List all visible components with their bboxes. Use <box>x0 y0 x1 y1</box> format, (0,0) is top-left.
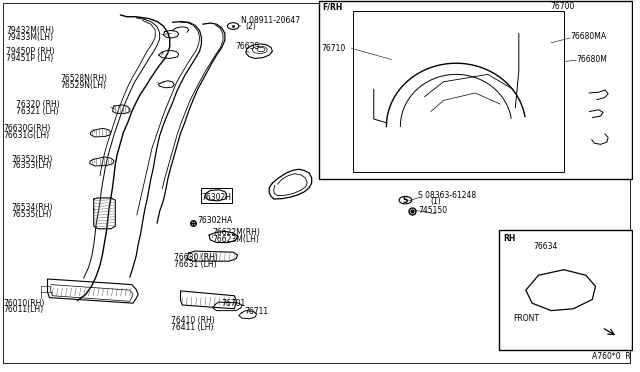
Bar <box>353 11 564 172</box>
Text: 76631G(LH): 76631G(LH) <box>3 131 49 140</box>
Bar <box>499 230 632 350</box>
Text: 76710: 76710 <box>322 44 346 53</box>
Text: A760*0  R: A760*0 R <box>592 352 631 361</box>
Text: 76302HA: 76302HA <box>198 216 233 225</box>
Text: 76528N(RH): 76528N(RH) <box>60 74 107 83</box>
Text: 76630 (RH): 76630 (RH) <box>174 253 218 262</box>
Text: (2): (2) <box>246 22 257 31</box>
Bar <box>319 1 632 179</box>
Text: 76534(RH): 76534(RH) <box>12 203 53 212</box>
Text: (1): (1) <box>431 197 442 206</box>
Text: 76711: 76711 <box>244 307 268 316</box>
Text: 79432M(RH): 79432M(RH) <box>6 26 54 35</box>
Text: 79451P (LH): 79451P (LH) <box>6 54 54 63</box>
Text: 76302H: 76302H <box>202 193 232 202</box>
Text: 79433M(LH): 79433M(LH) <box>6 33 53 42</box>
Text: 76010(RH): 76010(RH) <box>3 299 45 308</box>
Text: 76622M(RH): 76622M(RH) <box>212 228 260 237</box>
Text: 76701: 76701 <box>221 299 246 308</box>
Text: 76321 (LH): 76321 (LH) <box>16 107 58 116</box>
Text: 76320 (RH): 76320 (RH) <box>16 100 60 109</box>
Text: 76623M(LH): 76623M(LH) <box>212 235 259 244</box>
Text: 76634: 76634 <box>533 242 558 251</box>
Text: 76353(LH): 76353(LH) <box>12 161 52 170</box>
Text: F/RH: F/RH <box>322 2 342 11</box>
Text: 76529N(LH): 76529N(LH) <box>60 81 106 90</box>
Text: 745150: 745150 <box>418 206 447 215</box>
Text: 76535(LH): 76535(LH) <box>12 210 52 219</box>
Text: 76011(LH): 76011(LH) <box>3 305 44 314</box>
Text: 76635: 76635 <box>236 42 260 51</box>
Text: 79450P (RH): 79450P (RH) <box>6 47 55 56</box>
Text: 76352(RH): 76352(RH) <box>12 155 52 164</box>
Bar <box>202 188 232 203</box>
Text: 76680M: 76680M <box>577 55 607 64</box>
Text: 76631 (LH): 76631 (LH) <box>174 260 217 269</box>
Text: N 08911-20647: N 08911-20647 <box>241 16 300 25</box>
Text: S: S <box>403 196 408 205</box>
Text: S 08363-61248: S 08363-61248 <box>418 191 476 200</box>
Text: 76411 (LH): 76411 (LH) <box>171 323 214 332</box>
Text: 76700: 76700 <box>550 2 574 11</box>
Text: 76680MA: 76680MA <box>570 32 606 41</box>
Text: RH: RH <box>504 234 516 243</box>
Text: 76410 (RH): 76410 (RH) <box>171 316 215 325</box>
Text: 76630G(RH): 76630G(RH) <box>3 124 51 133</box>
Text: FRONT: FRONT <box>513 314 539 323</box>
